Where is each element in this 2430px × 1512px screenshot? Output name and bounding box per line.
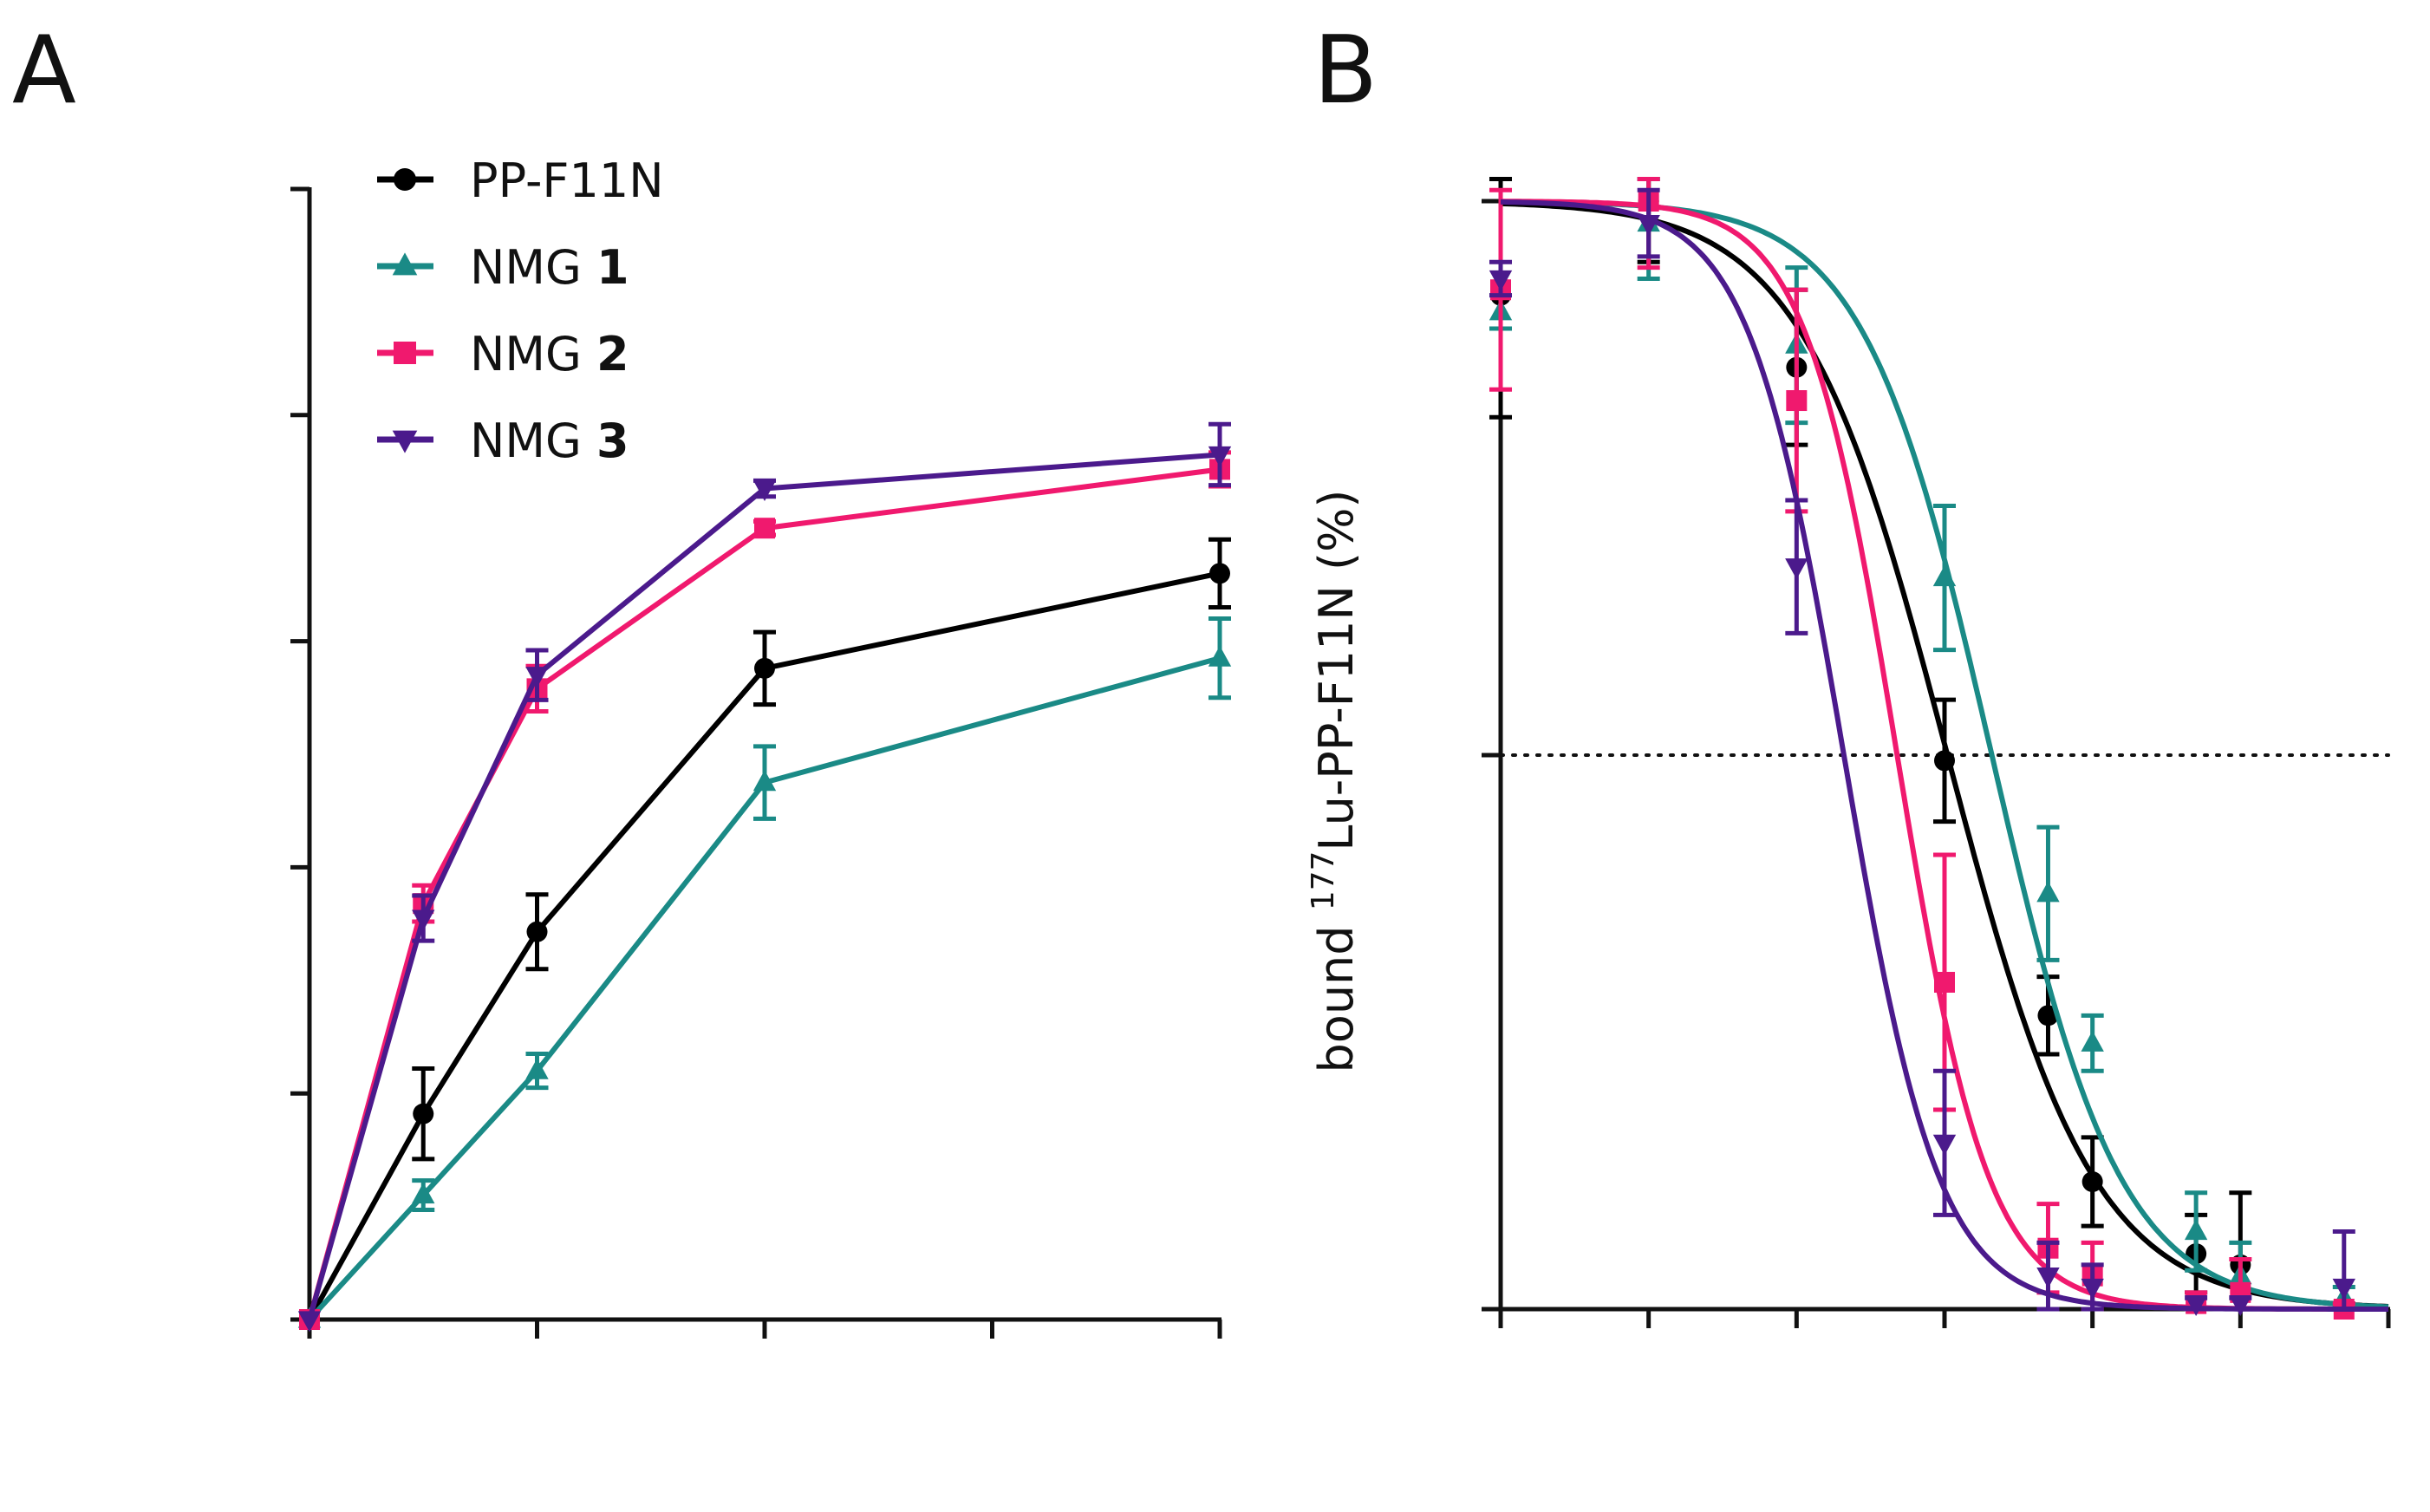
panel-b-series xyxy=(1489,187,2388,1317)
panel-a-data-point xyxy=(526,921,548,942)
panel-b-series xyxy=(1489,176,2389,1320)
panel-b-y-axis-label-suffix: Lu-PP-F11N (%) xyxy=(1309,490,1364,851)
panel-a-data-point xyxy=(752,479,777,501)
panel-a-legend-label: NMG 1 xyxy=(470,240,629,295)
panel-a-legend-swatch-marker xyxy=(394,168,416,191)
panel-b-data-point xyxy=(1637,214,1660,236)
panel-a-legend-entry: NMG 3 xyxy=(377,414,629,468)
panel-b-data-point xyxy=(1786,390,1808,412)
panel-a-data-point xyxy=(754,518,775,539)
panel-a-legend-label: PP-F11N xyxy=(470,153,664,208)
panel-a-legend-number: 2 xyxy=(596,327,629,381)
panel-b-data-point xyxy=(1785,558,1808,580)
panel-a-legend-label: NMG 2 xyxy=(470,327,629,381)
panel-a-series xyxy=(299,450,1231,1330)
panel-b-data-point xyxy=(2184,1219,2208,1241)
panel-a-series-line xyxy=(307,466,1221,1320)
panel-b-data-point xyxy=(2081,1171,2103,1193)
panel-a-legend-entry: NMG 1 xyxy=(377,240,629,295)
panel-a-legend-swatch-marker xyxy=(394,342,416,364)
panel-a-legend-name: PP-F11N xyxy=(470,153,664,208)
panel-a-data-point xyxy=(754,657,775,679)
panel-a-series xyxy=(299,537,1231,1330)
panel-a-legend-entry: NMG 2 xyxy=(377,327,629,381)
panel-b-data-point xyxy=(2184,1295,2208,1317)
panel-a-legend-name: NMG xyxy=(470,327,596,381)
panel-a-legend-swatch-marker xyxy=(392,252,418,276)
panel-a-data-point xyxy=(752,770,777,792)
panel-a-letter: A xyxy=(12,16,76,125)
panel-a-legend-entry: PP-F11N xyxy=(377,153,664,208)
panel-b-chart: bound 177Lu-PP-F11N (%) xyxy=(1306,176,2391,1328)
panel-b-y-axis-label-superscript: 177 xyxy=(1306,851,1341,911)
panel-a-data-point xyxy=(297,1311,322,1333)
panel-b-data-point xyxy=(1934,971,1955,993)
panel-b-data-point xyxy=(2081,1030,2104,1052)
panel-a-legend-number: 1 xyxy=(596,240,629,295)
panel-b-data-point xyxy=(2036,881,2060,903)
panel-a-data-point xyxy=(1209,563,1230,584)
panel-b-data-point xyxy=(1489,270,1513,291)
panel-b-data-point xyxy=(2036,1268,2060,1289)
panel-a-legend-swatch-marker xyxy=(392,430,418,453)
panel-a-legend-label: NMG 3 xyxy=(470,414,629,468)
panel-a-legend-number: 3 xyxy=(596,414,629,468)
panel-a-legend-name: NMG xyxy=(470,240,596,295)
panel-b-y-axis-label: bound 177Lu-PP-F11N (%) xyxy=(1306,490,1364,1073)
panel-a-data-point xyxy=(412,1183,435,1204)
panel-b-letter: B xyxy=(1313,16,1378,125)
panel-b-data-point xyxy=(1932,1134,1957,1156)
panel-b-data-point xyxy=(1934,750,1955,772)
panel-b-data-point xyxy=(2332,1278,2355,1300)
panel-a-data-point xyxy=(525,667,549,688)
panel-a-data-point xyxy=(1208,645,1232,667)
panel-b-data-point xyxy=(1932,565,1957,587)
panel-a-series-line xyxy=(307,452,1221,1320)
panel-a-legend-name: NMG xyxy=(470,414,596,468)
panel-a-data-point xyxy=(413,1103,434,1124)
panel-a-series xyxy=(297,616,1232,1328)
panel-a-data-point xyxy=(525,1058,549,1079)
panel-b-data-point xyxy=(2081,1278,2104,1300)
panel-b-y-axis-label-prefix: bound xyxy=(1309,910,1364,1072)
panel-a-series xyxy=(297,421,1232,1333)
panel-b-data-point xyxy=(2229,1295,2252,1317)
panel-b-series xyxy=(1489,176,2388,1320)
panel-a-data-point xyxy=(412,909,435,931)
panel-a-data-point xyxy=(1208,446,1232,467)
